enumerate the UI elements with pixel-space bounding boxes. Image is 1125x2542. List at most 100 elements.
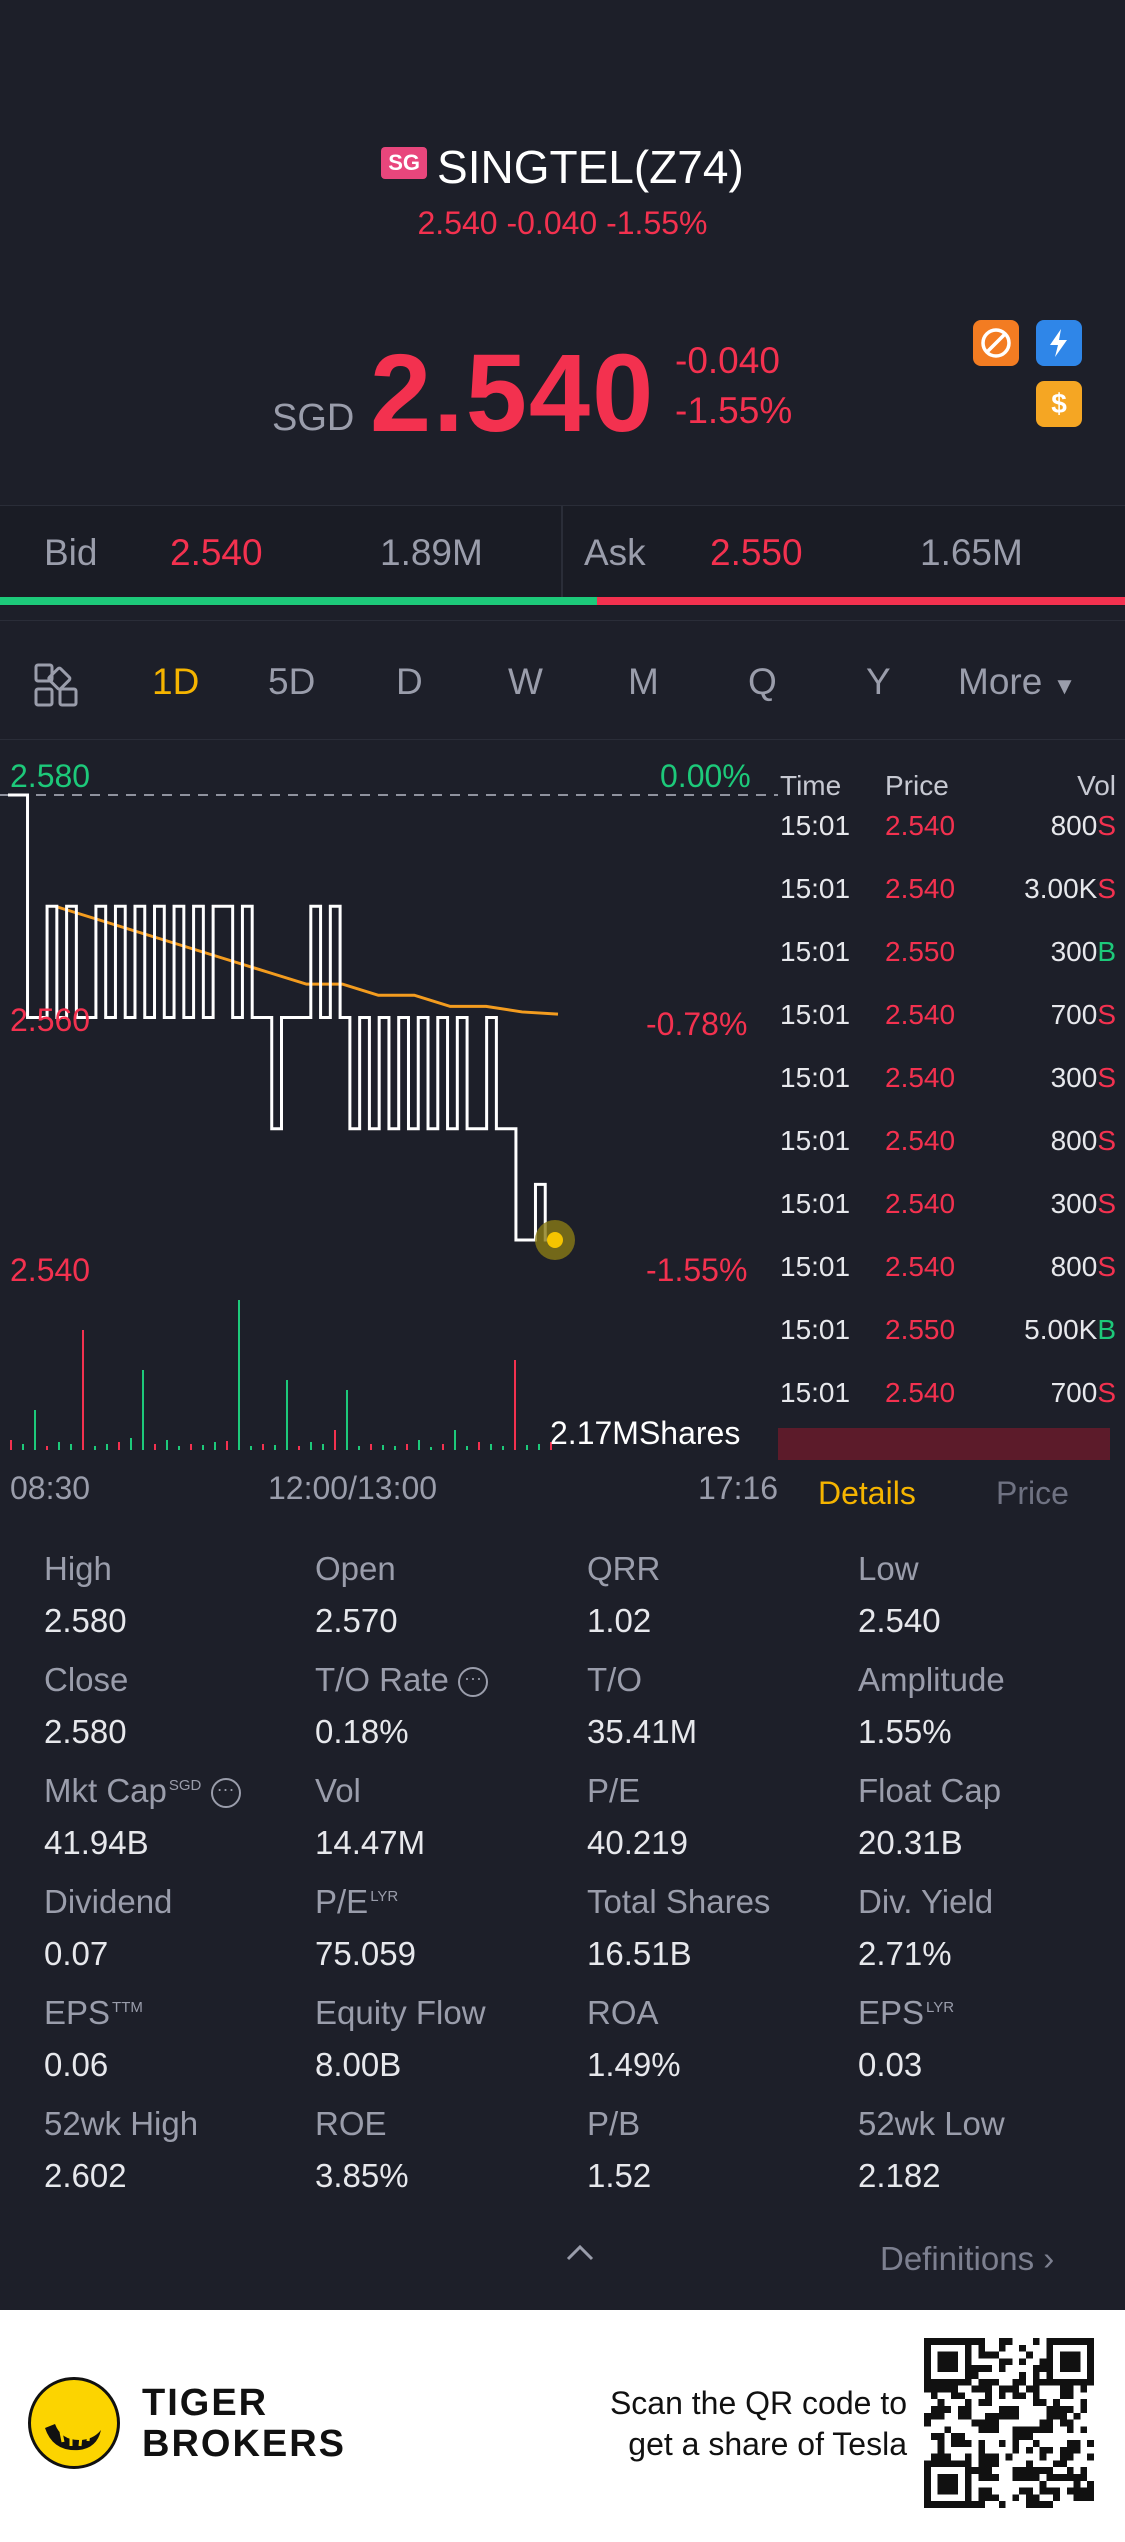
volume-bar — [502, 1446, 504, 1450]
tick-time: 15:01 — [780, 810, 851, 841]
stat-item: EPS LYR 0.03 — [858, 1994, 1125, 2084]
stat-value: 0.03 — [858, 2046, 923, 2083]
tab-y[interactable]: Y — [866, 661, 891, 702]
volume-bar — [22, 1444, 24, 1450]
volume-bar — [274, 1445, 276, 1450]
no-short-icon[interactable] — [973, 320, 1019, 366]
stat-label: QRR — [587, 1550, 859, 1588]
ask-price: 2.550 — [710, 532, 803, 573]
tab-1d[interactable]: 1D — [152, 661, 200, 702]
stat-value: 40.219 — [587, 1824, 688, 1861]
volume-bar — [82, 1330, 84, 1450]
stat-label-text: Total Shares — [587, 1883, 771, 1920]
stat-value: 41.94B — [44, 1824, 149, 1861]
bid-ask-bar: Bid 2.540 1.89M Ask 2.550 1.65M — [0, 505, 1125, 606]
stat-item: Float Cap 20.31B — [858, 1772, 1125, 1862]
dollar-icon[interactable]: $ — [1036, 381, 1082, 427]
tiger-logo-icon — [28, 2377, 120, 2469]
stat-item: P/E 40.219 — [587, 1772, 859, 1862]
ask-label: Ask — [584, 532, 646, 573]
tab-details[interactable]: Details — [818, 1475, 916, 1511]
volume-bar — [454, 1430, 456, 1450]
tick-row: 15:01 2.540 700S — [778, 1377, 1118, 1417]
tick-time: 15:01 — [780, 1251, 851, 1282]
stat-label-text: Dividend — [44, 1883, 173, 1920]
chevron-up-icon[interactable] — [565, 2230, 595, 2272]
intraday-chart[interactable] — [0, 750, 780, 1460]
currency-label: SGD — [272, 397, 355, 439]
volume-bar — [490, 1444, 492, 1450]
volume-bar — [382, 1445, 384, 1450]
tick-volume: 300B — [1051, 936, 1116, 968]
tick-volume-value: 700 — [1050, 1377, 1098, 1408]
tick-price: 2.540 — [885, 1377, 956, 1408]
stat-value: 2.182 — [858, 2157, 941, 2194]
volume-bar — [298, 1446, 300, 1450]
tick-price: 2.540 — [885, 810, 956, 841]
stat-value: 0.06 — [44, 2046, 109, 2083]
tick-side: S — [1097, 1062, 1116, 1093]
brand-line-2: BROKERS — [142, 2423, 347, 2465]
stat-value: 2.580 — [44, 1602, 127, 1639]
stat-label-text: Div. Yield — [858, 1883, 994, 1920]
volume-bar — [178, 1446, 180, 1450]
layout-grid-icon[interactable] — [34, 663, 78, 712]
tick-price: 2.540 — [885, 999, 956, 1030]
lightning-icon[interactable] — [1036, 320, 1082, 366]
volume-bar — [262, 1444, 264, 1450]
pct-label-high: 0.00% — [660, 758, 751, 794]
stat-label: 52wk High — [44, 2105, 316, 2143]
stat-value: 0.07 — [44, 1935, 109, 1972]
tick-row: 15:01 2.540 300S — [778, 1188, 1118, 1228]
tick-volume-value: 300 — [1050, 1188, 1098, 1219]
tick-volume-value: 700 — [1050, 999, 1098, 1030]
stat-item: T/O Rate ··· 0.18% — [315, 1661, 587, 1751]
stat-item: Total Shares 16.51B — [587, 1883, 859, 1973]
stat-label: Total Shares — [587, 1883, 859, 1921]
tick-row: 15:01 2.540 700S — [778, 999, 1118, 1039]
definitions-link[interactable]: Definitions › — [880, 2240, 1054, 2278]
stat-item: QRR 1.02 — [587, 1550, 859, 1640]
volume-bar — [322, 1444, 324, 1450]
tab-5d[interactable]: 5D — [268, 661, 316, 702]
volume-total-label: 2.17MShares — [550, 1415, 741, 1451]
tick-row: 15:01 2.540 800S — [778, 810, 1118, 850]
tab-d[interactable]: D — [396, 661, 423, 702]
stat-item: Equity Flow 8.00B — [315, 1994, 587, 2084]
tick-volume-value: 800 — [1050, 1125, 1098, 1156]
tab-more[interactable]: More ▼ — [958, 661, 1076, 703]
stat-label-text: EPS — [44, 1994, 111, 2031]
stat-value: 3.85% — [315, 2157, 409, 2194]
volume-bar — [250, 1446, 252, 1450]
tick-side: S — [1097, 1188, 1116, 1219]
stat-item: P/B 1.52 — [587, 2105, 859, 2195]
stat-value: 2.540 — [858, 1602, 941, 1639]
tick-row: 15:01 2.540 300S — [778, 1062, 1118, 1102]
time-and-sales[interactable]: Time Price Vol 15:01 2.540 800S 15:01 2.540 3… — [778, 760, 1118, 1460]
caret-down-icon: ▼ — [1052, 673, 1077, 700]
stat-item: Div. Yield 2.71% — [858, 1883, 1125, 1973]
tab-m[interactable]: M — [628, 661, 659, 702]
info-dots-icon[interactable]: ··· — [210, 1778, 241, 1809]
tick-row: 15:01 2.550 5.00KB — [778, 1314, 1118, 1354]
volume-bar — [526, 1445, 528, 1450]
stat-value: 2.580 — [44, 1713, 127, 1750]
stat-label: Equity Flow — [315, 1994, 587, 2032]
volume-bar — [538, 1444, 540, 1450]
stat-label-text: 52wk Low — [858, 2105, 1005, 2142]
stock-title: SG SINGTEL(Z74) — [0, 140, 1125, 194]
tick-side: S — [1097, 999, 1116, 1030]
stat-value: 75.059 — [315, 1935, 416, 1972]
volume-bar — [226, 1441, 228, 1450]
tab-q[interactable]: Q — [748, 661, 777, 702]
stat-item: Mkt Cap SGD ··· 41.94B — [44, 1772, 316, 1862]
tick-price: 2.550 — [885, 936, 956, 967]
stat-label-text: QRR — [587, 1550, 661, 1587]
pct-label-mid: -0.78% — [646, 1006, 748, 1042]
tick-side: S — [1097, 1125, 1116, 1156]
info-dots-icon[interactable]: ··· — [458, 1667, 489, 1698]
tick-volume: 800S — [1051, 1251, 1116, 1283]
stat-value: 1.52 — [587, 2157, 652, 2194]
tab-price[interactable]: Price — [996, 1475, 1069, 1511]
tab-w[interactable]: W — [508, 661, 543, 702]
